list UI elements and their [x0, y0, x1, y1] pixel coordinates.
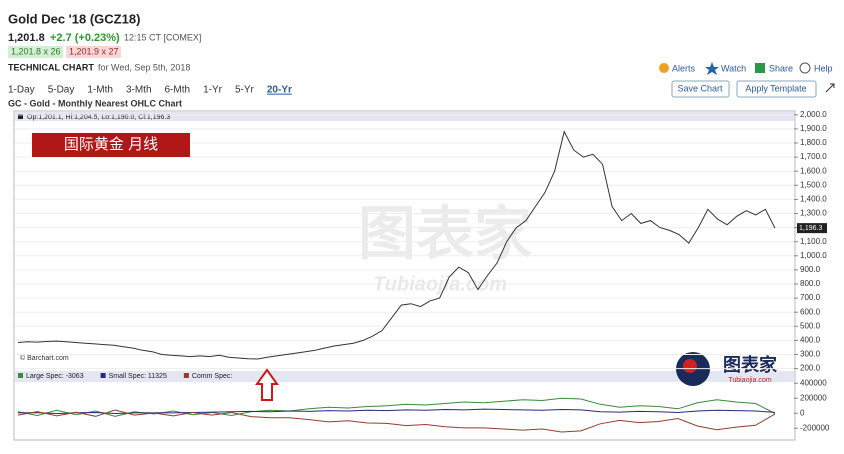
y-tick-label: 1,900.0	[800, 124, 827, 133]
legend-label: Comm Spec:	[192, 373, 233, 380]
series-line	[17, 130, 776, 360]
y-tick-label: 300.0	[800, 350, 821, 359]
period-tab[interactable]: 5-Yr	[235, 85, 255, 96]
ask-box	[66, 46, 121, 58]
y-tick-label: 400.0	[800, 336, 821, 345]
y-tick-label: 800.0	[800, 279, 821, 288]
price: 1,201.8	[8, 32, 45, 44]
bid-box	[8, 46, 63, 58]
annotation: 国际黄金 月线	[64, 136, 158, 153]
y-tick-label: 200.0	[800, 364, 821, 373]
toolbar-link[interactable]: Help	[814, 63, 833, 73]
logo-icon-dot	[683, 359, 697, 373]
series-line	[17, 409, 776, 433]
legend-strip	[15, 371, 794, 382]
period-tab[interactable]: 6-Mth	[165, 85, 191, 96]
period-tab[interactable]: 1-Mth	[87, 85, 113, 96]
series-line	[17, 408, 776, 415]
watermark: 图表家	[358, 201, 532, 266]
y-tick-label: 1,100.0	[800, 237, 827, 246]
ohlc-strip	[15, 112, 794, 121]
button-label[interactable]: Apply Template	[745, 83, 806, 93]
logo-url: Tubiaojia.com	[728, 377, 771, 384]
alerts-icon	[659, 63, 669, 73]
period-tab[interactable]: 20-Yr	[267, 85, 292, 96]
ask: 1,201.9 x 27	[69, 46, 119, 56]
expand-icon[interactable]	[825, 83, 835, 93]
credit: © Barchart.com	[20, 354, 69, 362]
date: for Wed, Sep 5th, 2018	[98, 62, 190, 72]
y-tick-label: 600.0	[800, 307, 821, 316]
y-tick-label: 1,500.0	[800, 180, 827, 189]
share-icon	[755, 63, 765, 73]
y-tick-label: 1,800.0	[800, 138, 827, 147]
y-tick-label: 1,600.0	[800, 166, 827, 175]
y-tick-label: 1,000.0	[800, 251, 827, 260]
y-tick-label: 1,400.0	[800, 195, 827, 204]
legend-label: Small Spec: 11325	[109, 373, 167, 380]
button-label[interactable]: Save Chart	[677, 83, 723, 93]
legend-label: Large Spec: -3063	[26, 373, 84, 380]
ohlc-label: Op:1,201.1, Hi:1,204.5, Lo:1,190.0, Cl:1…	[27, 114, 170, 121]
symbol-title: Gold Dec '18 (GCZ18)	[8, 11, 140, 26]
period-tab[interactable]: 1-Yr	[203, 85, 223, 96]
y-tick-label: 900.0	[800, 265, 821, 274]
help-icon	[799, 62, 811, 74]
y-tick-label: 0	[800, 408, 805, 417]
last-price-label: 1,196.3	[799, 225, 822, 232]
ohlc-marker	[18, 114, 23, 119]
plot-frame	[13, 110, 796, 441]
annotation-box	[32, 133, 190, 157]
y-tick-label: 200000	[800, 393, 827, 402]
y-tick-label: 1,700.0	[800, 152, 827, 161]
y-tick-label: 400000	[800, 378, 827, 387]
y-tick-label: 700.0	[800, 293, 821, 302]
arrow	[255, 368, 279, 401]
watch-icon	[705, 62, 719, 75]
section: TECHNICAL CHART	[8, 62, 94, 72]
period-tab[interactable]: 5-Day	[48, 85, 75, 96]
period-tab[interactable]: 1-Day	[8, 85, 35, 96]
legend-swatch	[100, 373, 106, 378]
bid: 1,201.8 x 26	[11, 46, 61, 56]
logo: 图表家	[723, 354, 778, 375]
time: 12:15 CT [COMEX]	[124, 32, 201, 42]
legend-swatch	[18, 373, 23, 378]
y-tick-label: 500.0	[800, 321, 821, 330]
y-tick-label: 1,300.0	[800, 209, 827, 218]
toolbar-link[interactable]: Watch	[721, 63, 746, 73]
y-tick-label: 2,000.0	[800, 110, 827, 119]
toolbar-link[interactable]: Alerts	[672, 63, 696, 73]
legend-swatch	[183, 373, 189, 378]
y-tick-label: -200000	[800, 423, 830, 432]
period-tab[interactable]: 3-Mth	[126, 85, 152, 96]
button-frame[interactable]	[671, 80, 730, 98]
button-frame[interactable]	[736, 80, 817, 98]
chart-title: GC - Gold - Monthly Nearest OHLC Chart	[8, 98, 182, 108]
last-price-box	[797, 223, 827, 234]
toolbar-link[interactable]: Share	[769, 63, 793, 73]
change: +2.7 (+0.23%)	[50, 32, 120, 44]
